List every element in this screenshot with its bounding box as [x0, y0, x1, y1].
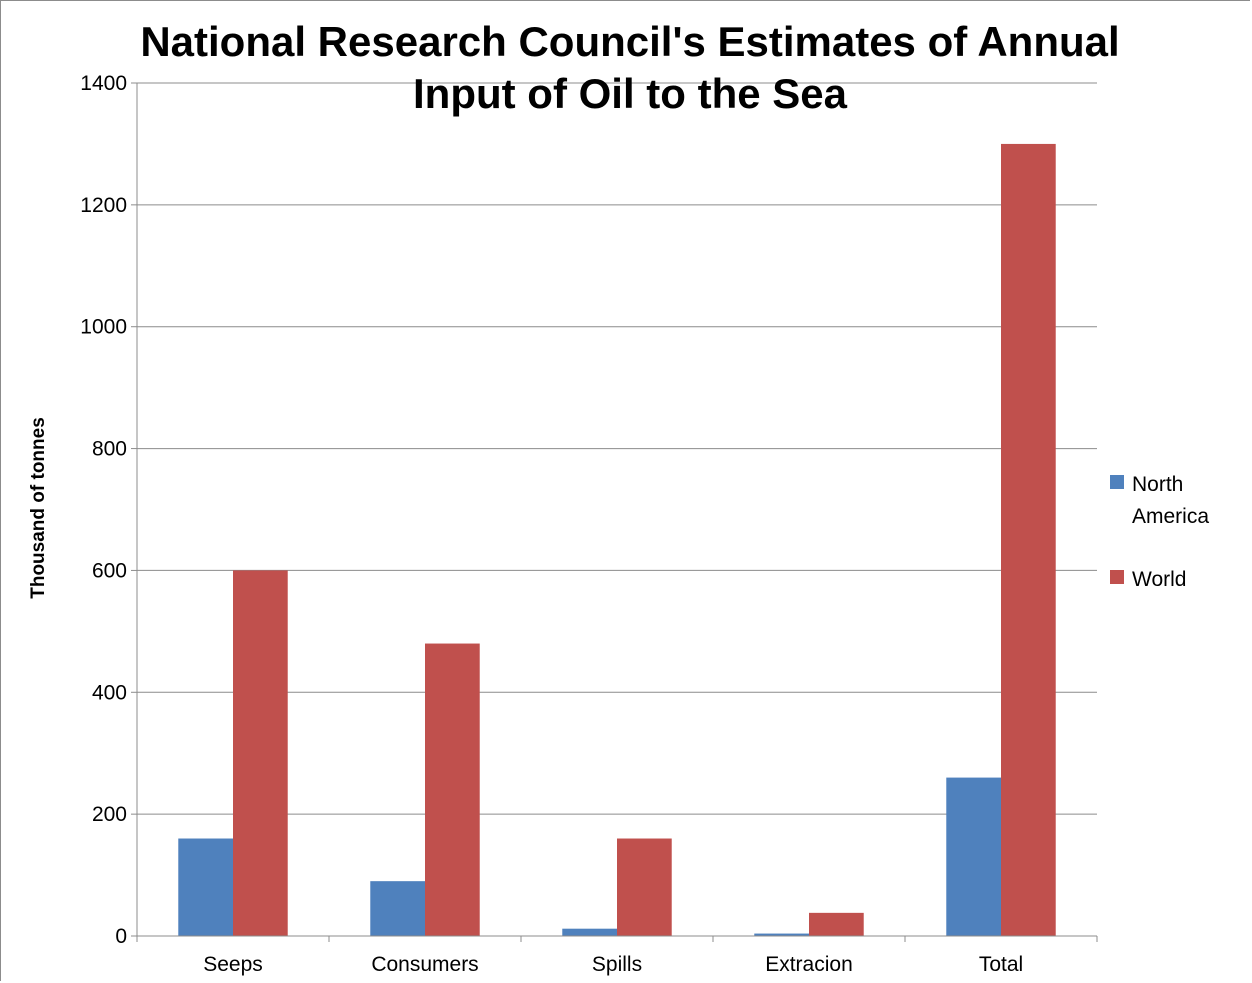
legend-item: North America: [1110, 473, 1209, 528]
y-tick-label: 1000: [80, 316, 127, 339]
gridlines: [137, 82, 1097, 815]
x-tick-label: Extracion: [765, 953, 853, 976]
bar-north-america-consumers: [370, 881, 425, 936]
legend: North America World: [1110, 473, 1209, 591]
bar-north-america-total: [946, 777, 1001, 936]
y-tick-label: 600: [92, 559, 127, 582]
y-tick-label: 400: [92, 681, 127, 704]
bar-world-spills: [617, 838, 672, 936]
legend-label: North: [1132, 473, 1183, 496]
legend-label: World: [1132, 568, 1186, 591]
y-tick-label: 200: [92, 803, 127, 826]
bar-north-america-seeps: [178, 838, 233, 936]
chart-title: National Research Council's Estimates of…: [130, 16, 1130, 120]
bar-north-america-spills: [562, 928, 617, 936]
x-tick-label: Spills: [592, 953, 642, 976]
bar-world-total: [1001, 143, 1056, 936]
chart-title-line-1: National Research Council's Estimates of…: [140, 18, 1120, 65]
bars: [178, 143, 1056, 936]
x-tick-label: Seeps: [203, 953, 263, 976]
bar-world-seeps: [233, 570, 288, 936]
legend-item: World: [1110, 568, 1186, 591]
y-tick-label: 800: [92, 438, 127, 461]
axes: [136, 83, 1097, 937]
y-tick-label: 0: [115, 925, 127, 948]
x-tick-label: Total: [979, 953, 1023, 976]
y-axis-ticks: 0 200 400 600 800 1000 1200 1400: [80, 72, 137, 948]
legend-swatch: [1110, 475, 1124, 489]
x-tick-label: Consumers: [371, 953, 478, 976]
bar-north-america-extracion: [754, 933, 809, 936]
legend-swatch: [1110, 570, 1124, 584]
y-axis-title: Thousand of tonnes: [28, 417, 49, 599]
legend-label: America: [1132, 505, 1209, 528]
y-tick-label: 1200: [80, 194, 127, 217]
chart-title-line-2: Input of Oil to the Sea: [413, 70, 847, 117]
x-axis-ticks: Seeps Consumers Spills Extracion Total: [136, 936, 1098, 976]
bar-world-extracion: [809, 912, 864, 936]
bar-world-consumers: [425, 643, 480, 936]
y-tick-label: 1400: [80, 72, 127, 95]
